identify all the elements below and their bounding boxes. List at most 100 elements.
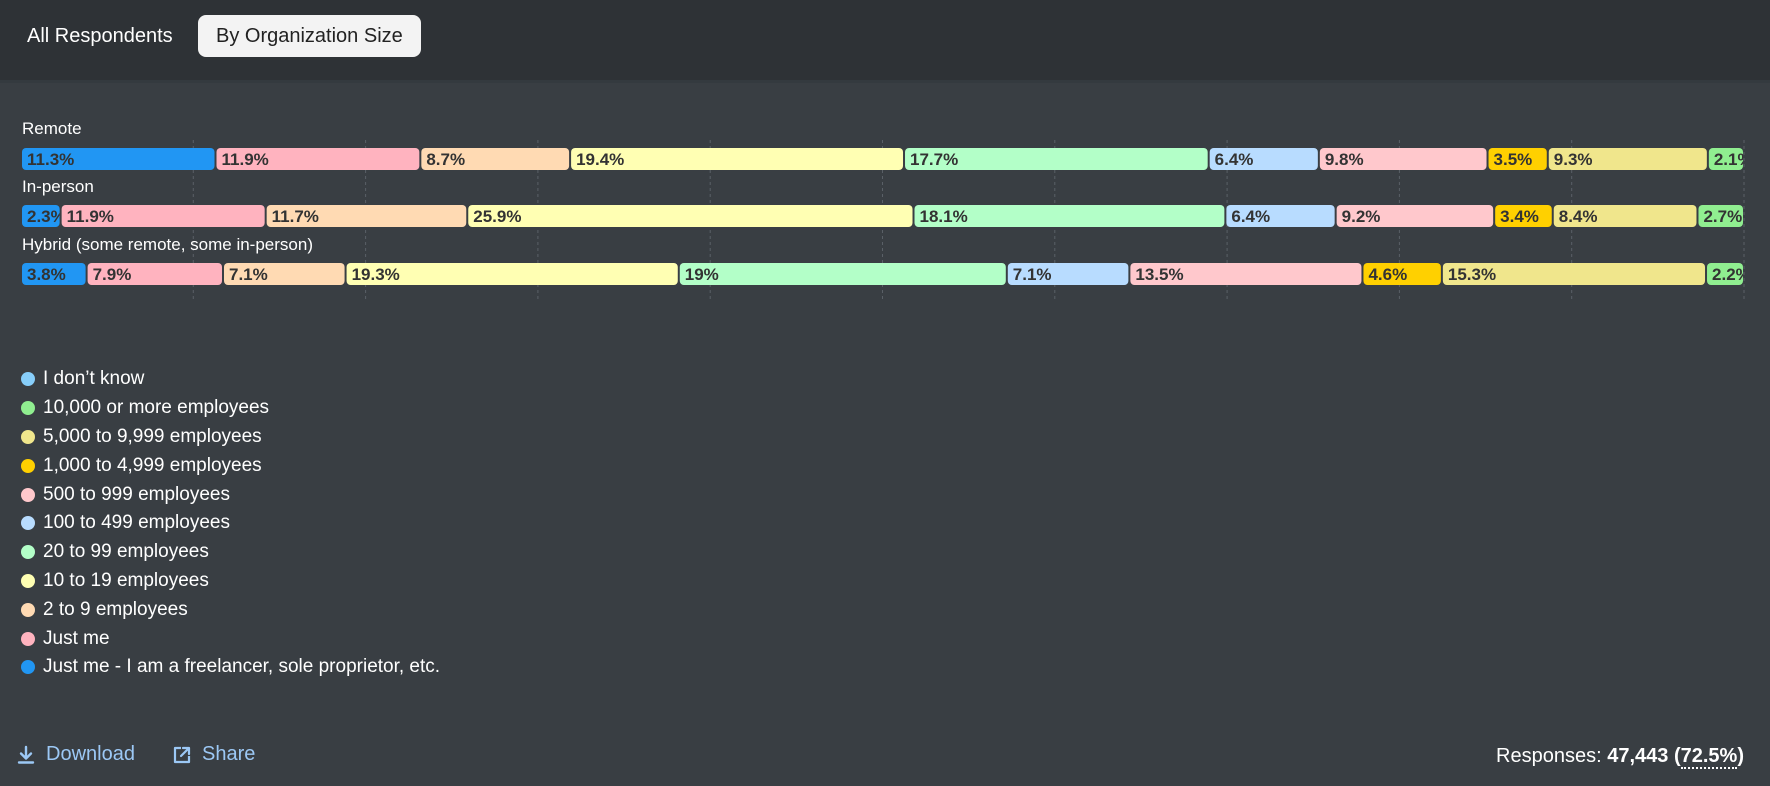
bar-segment[interactable] (1495, 205, 1552, 227)
stacked-bar-chart: Remote 11.3% 11.9% 8.7% 19.4% 17.7% 6.4% 9.8% 3.… (22, 119, 1753, 300)
bar-segment[interactable] (421, 148, 570, 170)
legend-label: 5,000 to 9,999 employees (43, 425, 262, 447)
bar-segment[interactable] (1319, 148, 1487, 170)
data-label: 3.4% (1500, 207, 1539, 226)
legend-item[interactable]: 10 to 19 employees (21, 567, 440, 596)
data-label: 19.3% (352, 265, 400, 284)
legend-item[interactable]: 2 to 9 employees (21, 595, 440, 624)
data-label: 8.7% (426, 150, 465, 169)
bar-segment[interactable] (266, 205, 467, 227)
bar-segment[interactable] (1363, 263, 1441, 285)
responses-label: Responses: (1496, 745, 1602, 767)
data-label: 3.5% (1494, 150, 1533, 169)
responses-summary: Responses: 47,443 (72.5%) (1496, 745, 1744, 769)
legend-item[interactable]: 100 to 499 employees (21, 509, 440, 538)
bar-segment[interactable] (1130, 263, 1362, 285)
data-label: 11.9% (67, 207, 114, 226)
data-label: 11.3% (27, 150, 74, 169)
bar-segment[interactable] (468, 205, 913, 227)
legend-item[interactable]: Just me - I am a freelancer, sole propri… (21, 653, 440, 682)
legend-item[interactable]: 1,000 to 4,999 employees (21, 451, 440, 480)
share-label: Share (202, 743, 256, 765)
chart-legend: I don’t know 10,000 or more employees 5,00… (21, 365, 440, 682)
legend-swatch (21, 602, 35, 617)
data-label: 6.4% (1215, 150, 1254, 169)
share-button[interactable]: Share (172, 743, 255, 766)
data-label: 7.1% (229, 265, 268, 284)
data-label: 9.3% (1554, 150, 1593, 169)
data-label: 7.9% (93, 265, 132, 284)
bar-segment[interactable] (1226, 205, 1335, 227)
bar-segment[interactable] (571, 148, 904, 170)
legend-swatch (21, 516, 35, 531)
bar-segment[interactable] (223, 263, 345, 285)
data-label: 15.3% (1448, 265, 1496, 284)
data-label: 13.5% (1135, 265, 1183, 284)
legend-item[interactable]: Just me (21, 624, 440, 653)
legend-swatch (21, 573, 35, 588)
legend-swatch (21, 545, 35, 560)
legend-label: 100 to 499 employees (43, 512, 230, 534)
bar-segment[interactable] (1553, 205, 1697, 227)
bar-segment[interactable] (22, 205, 60, 227)
bar-segment[interactable] (905, 148, 1208, 170)
legend-item[interactable]: I don’t know (21, 365, 440, 394)
data-label: 3.8% (27, 265, 66, 284)
bar-segment[interactable] (1209, 148, 1318, 170)
download-icon (17, 745, 35, 764)
tab-bar: All Respondents By Organization Size (0, 0, 1770, 83)
data-label: 2.3% (27, 207, 66, 226)
download-label: Download (46, 743, 135, 765)
responses-percent[interactable]: 72.5% (1680, 745, 1738, 769)
bar-segment[interactable] (1488, 148, 1547, 170)
legend-swatch (21, 429, 35, 444)
legend-swatch (21, 660, 35, 675)
bar-segment[interactable] (914, 205, 1225, 227)
data-label: 19.4% (576, 150, 624, 169)
data-label: 2.1% (1714, 150, 1753, 169)
legend-swatch (21, 458, 35, 473)
legend-item[interactable]: 10,000 or more employees (21, 394, 440, 423)
download-button[interactable]: Download (16, 743, 135, 766)
legend-label: 10,000 or more employees (43, 397, 270, 419)
bar-segment[interactable] (61, 205, 265, 227)
bar-segment[interactable] (346, 263, 678, 285)
data-label: 19% (685, 265, 719, 284)
tab-by-organization-size[interactable]: By Organization Size (198, 15, 421, 57)
responses-count: 47,443 (1607, 745, 1669, 767)
data-label: 7.1% (1013, 265, 1052, 284)
bar-segment[interactable] (1007, 263, 1129, 285)
tab-all-respondents[interactable]: All Respondents (27, 25, 173, 47)
bar-segment[interactable] (22, 148, 215, 170)
legend-swatch (21, 401, 35, 416)
data-label: 11.9% (222, 150, 269, 169)
data-label: 6.4% (1231, 207, 1270, 226)
category-label: In-person (22, 177, 94, 196)
legend-item[interactable]: 5,000 to 9,999 employees (21, 423, 440, 452)
bar-segment[interactable] (679, 263, 1006, 285)
legend-label: 20 to 99 employees (43, 541, 209, 563)
data-label: 2.7% (1703, 207, 1742, 226)
legend-label: Just me (43, 627, 110, 649)
bar-segment[interactable] (1698, 205, 1743, 227)
data-label: 9.8% (1325, 150, 1364, 169)
legend-label: 1,000 to 4,999 employees (43, 454, 262, 476)
bar-segment[interactable] (87, 263, 222, 285)
legend-swatch (21, 372, 35, 387)
legend-item[interactable]: 500 to 999 employees (21, 480, 440, 509)
data-label: 25.9% (473, 207, 521, 226)
category-label: Remote (22, 119, 82, 138)
bar-segment[interactable] (1336, 205, 1494, 227)
bar-segment[interactable] (1708, 148, 1743, 170)
bar-segment[interactable] (1442, 263, 1706, 285)
bar-segment[interactable] (22, 263, 86, 285)
legend-label: I don’t know (43, 368, 145, 390)
data-label: 4.6% (1368, 265, 1407, 284)
data-label: 9.2% (1342, 207, 1381, 226)
bar-segment[interactable] (1707, 263, 1743, 285)
bar-segment[interactable] (1548, 148, 1707, 170)
legend-item[interactable]: 20 to 99 employees (21, 538, 440, 567)
bar-segment[interactable] (216, 148, 420, 170)
legend-swatch (21, 487, 35, 502)
legend-label: 500 to 999 employees (43, 483, 230, 505)
